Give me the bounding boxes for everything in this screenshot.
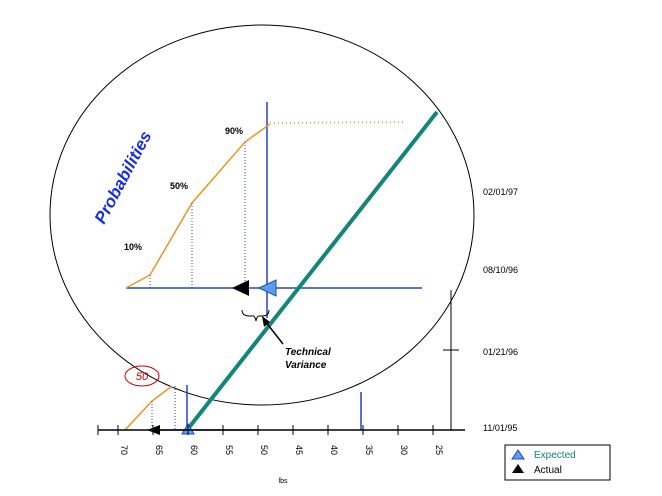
expected-marker (257, 279, 277, 297)
lower-probability-curve (124, 385, 173, 431)
x-tick-label: 70 (119, 445, 129, 455)
percent-label: 50% (170, 181, 188, 191)
x-tick-label: 40 (329, 445, 339, 455)
annotation-line: Technical (285, 347, 331, 358)
date-label: 01/21/96 (483, 347, 518, 357)
date-label: 08/10/96 (483, 265, 518, 275)
legend-expected-marker (511, 449, 525, 460)
date-label: 11/01/95 (483, 423, 517, 433)
percent-label: 90% (225, 126, 243, 136)
annotation-line: Variance (285, 360, 327, 371)
x-axis-label: lbs (279, 478, 288, 485)
trend-line (185, 110, 439, 432)
magnifier-ellipse (49, 24, 475, 406)
callout-oval (124, 365, 160, 387)
x-tick-label: 60 (189, 445, 199, 455)
probability-extension (269, 121, 406, 124)
date-label: 02/01/97 (483, 187, 518, 197)
legend-label: Actual (534, 465, 562, 476)
x-tick-label: 30 (399, 445, 409, 455)
x-tick-label: 35 (364, 445, 374, 455)
x-tick-label: 65 (154, 445, 164, 455)
brace (241, 309, 270, 322)
legend-label: Expected (534, 450, 576, 461)
arrow-head (262, 316, 270, 327)
legend-actual-marker (512, 464, 524, 473)
x-tick-label: 50 (259, 445, 269, 455)
actual-marker (232, 280, 249, 296)
callout-label: 50 (136, 371, 149, 383)
heading: Probabilities (91, 128, 156, 227)
x-tick-label: 25 (434, 445, 444, 455)
percent-label: 10% (124, 242, 142, 252)
x-tick-label: 55 (224, 445, 234, 455)
legend-box (504, 444, 611, 481)
arrow-shaft (264, 320, 284, 345)
x-tick-label: 45 (294, 445, 304, 455)
